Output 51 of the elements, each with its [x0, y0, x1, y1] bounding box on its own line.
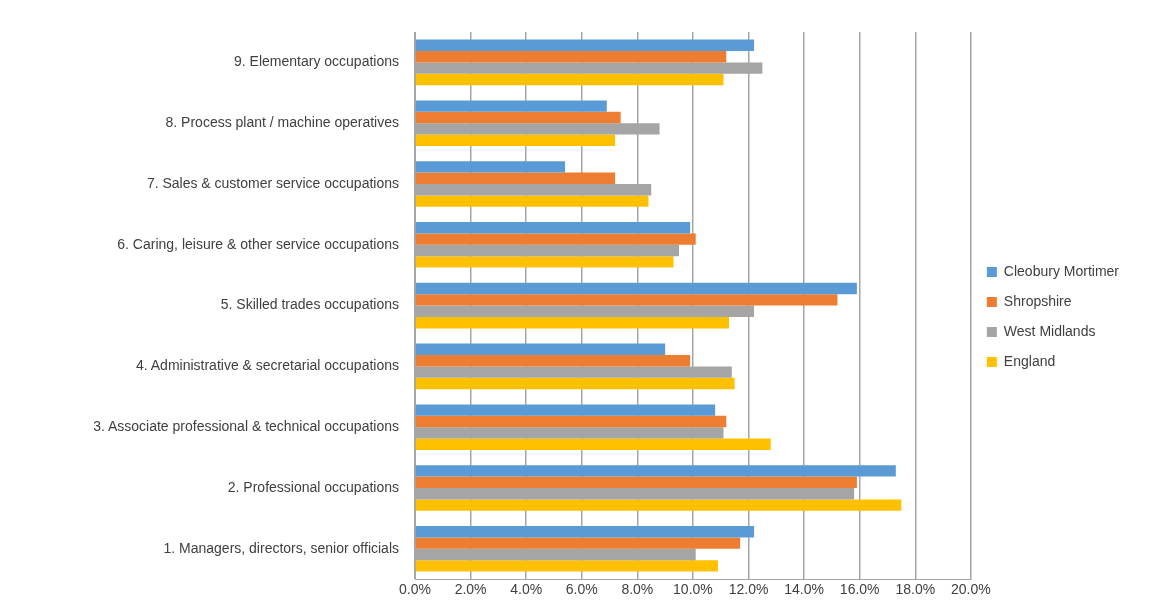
y-tick-label: 2. Professional occupations [227, 478, 399, 495]
bar [415, 317, 730, 329]
legend-label: Shropshire [1003, 292, 1072, 309]
y-tick-label: 5. Skilled trades occupations [220, 296, 399, 313]
bar [415, 355, 691, 367]
bar [415, 39, 755, 51]
bar [415, 282, 857, 295]
x-tick-label: 18.0% [895, 581, 936, 598]
bar [415, 438, 771, 450]
x-tick-label: 10.0% [673, 581, 713, 598]
bar [415, 560, 718, 572]
x-tick-label: 8.0% [621, 581, 654, 598]
x-tick-label: 2.0% [454, 581, 487, 598]
x-tick-label: 20.0% [951, 581, 991, 598]
bar [415, 111, 621, 124]
x-tick-label: 14.0% [784, 581, 824, 598]
bar [415, 256, 674, 268]
bar [415, 294, 838, 306]
x-tick-label: 16.0% [839, 581, 880, 598]
y-tick-label: 1. Managers, directors, senior officials [163, 539, 399, 556]
bar [415, 343, 666, 355]
bar [415, 172, 616, 184]
x-tick-label: 12.0% [728, 581, 769, 598]
bar [415, 499, 902, 511]
bar [415, 233, 696, 245]
bar [415, 134, 616, 146]
bar [415, 100, 607, 112]
y-tick-label: 6. Caring, leisure & other service occupations [117, 235, 399, 252]
bar [415, 415, 727, 428]
y-tick-label: 3. Associate professional & technical occupations [93, 418, 399, 435]
y-tick-label: 7. Sales & customer service occupations [146, 174, 399, 191]
x-tick-label: 6.0% [565, 581, 598, 598]
legend-label: England [1003, 352, 1056, 369]
y-tick-label: 8. Process plant / machine operatives [165, 114, 399, 131]
bar [415, 476, 857, 488]
bar [415, 222, 691, 234]
bar [415, 73, 724, 86]
bar [415, 195, 649, 207]
x-tick-label: 0.0% [399, 581, 431, 598]
bar [415, 526, 755, 538]
x-tick-label: 4.0% [510, 581, 543, 598]
bar [415, 465, 896, 477]
legend-label: Cleobury Mortimer [1003, 262, 1120, 279]
bar [415, 51, 727, 63]
legend-label: West Midlands [1003, 322, 1096, 339]
bar [415, 537, 741, 549]
y-tick-label: 9. Elementary occupations [234, 53, 399, 70]
bar [415, 404, 716, 416]
y-tick-label: 4. Administrative & secretarial occupations [135, 357, 399, 374]
bar [415, 377, 735, 390]
bar [415, 161, 566, 173]
